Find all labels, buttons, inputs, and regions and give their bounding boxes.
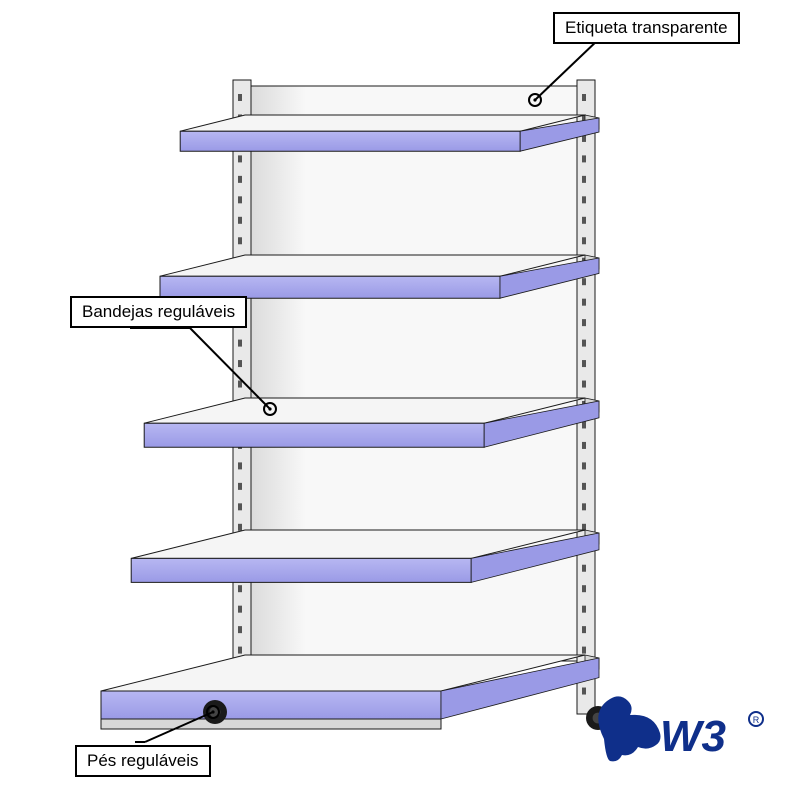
callout-etiqueta: Etiqueta transparente: [553, 12, 740, 44]
brand-text: W3: [660, 712, 726, 761]
svg-text:R: R: [753, 715, 760, 725]
callout-bandejas: Bandejas reguláveis: [70, 296, 247, 328]
callout-pes: Pés reguláveis: [75, 745, 211, 777]
